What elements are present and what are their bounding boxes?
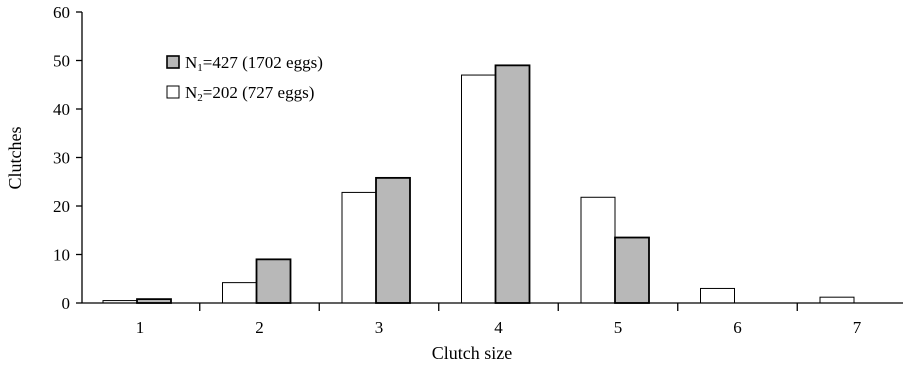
y-tick-label: 50 [53, 52, 70, 71]
y-tick-label: 60 [53, 3, 70, 22]
bars-layer [102, 64, 855, 304]
y-tick-label: 20 [53, 197, 70, 216]
bar-N2-2 [222, 282, 257, 304]
bar-N1-3 [375, 176, 411, 304]
y-tick-label: 40 [53, 100, 70, 119]
x-tick-label: 7 [853, 318, 862, 337]
x-tick-label: 5 [614, 318, 623, 337]
bar-N2-5 [580, 196, 616, 304]
legend: N1=427 (1702 eggs) N2=202 (727 eggs) [166, 53, 323, 104]
bar-N1-2 [255, 258, 292, 304]
axes-layer [76, 11, 903, 311]
x-tick-label: 3 [375, 318, 384, 337]
y-tick-label: 0 [62, 294, 71, 313]
bar-N1-4 [494, 64, 531, 304]
bar-N1-5 [614, 236, 650, 304]
legend-swatch-N1 [166, 55, 180, 69]
legend-label-N2: N2=202 (727 eggs) [185, 83, 314, 104]
legend-label-N1: N1=427 (1702 eggs) [185, 53, 323, 74]
y-tick-label: 30 [53, 149, 70, 168]
x-tick-label: 4 [494, 318, 503, 337]
bar-N2-6 [700, 287, 735, 304]
y-axis-title: Clutches [5, 127, 25, 190]
bar-N2-7 [819, 296, 855, 304]
bar-N2-3 [341, 191, 377, 304]
x-axis-title: Clutch size [432, 343, 512, 363]
x-tick-label: 6 [733, 318, 742, 337]
y-tick-label: 10 [53, 246, 70, 265]
legend-swatch-N2 [166, 85, 180, 99]
x-tick-label: 2 [255, 318, 264, 337]
x-tick-label: 1 [136, 318, 145, 337]
tick-labels-layer: 0 10 20 30 40 50 60 1 2 3 4 5 6 7 [53, 3, 862, 337]
bar-N2-4 [461, 74, 496, 304]
